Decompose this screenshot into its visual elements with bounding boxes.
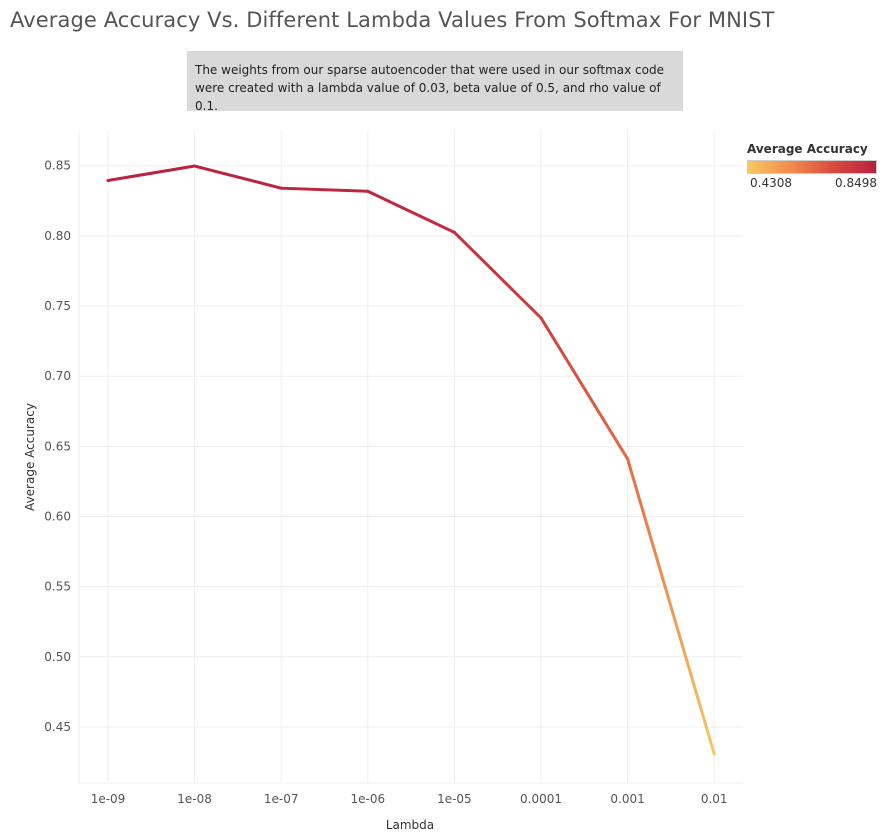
axis-layer: 0.45 0.50 0.55 0.60 0.65 0.70 0.75 0.80 0.85 1e-0… <box>44 130 743 806</box>
y-axis-label: Average Accuracy <box>23 403 37 511</box>
series-line <box>106 164 716 756</box>
y-tick-label: 0.75 <box>44 299 71 313</box>
y-tick-label: 0.60 <box>44 509 71 523</box>
line-segment <box>366 189 456 234</box>
line-segment <box>539 316 630 461</box>
x-tick-label: 1e-06 <box>350 792 385 806</box>
data-point[interactable] <box>712 752 716 756</box>
line-segment <box>193 164 283 190</box>
y-tick-label: 0.55 <box>44 580 71 594</box>
y-tick-label: 0.80 <box>44 229 71 243</box>
color-legend: Average Accuracy 0.4308 0.8498 <box>747 142 882 192</box>
data-point[interactable] <box>279 186 283 190</box>
caption-box: The weights from our sparse autoencoder … <box>187 51 683 113</box>
line-segment <box>106 164 197 182</box>
y-tick-label: 0.65 <box>44 439 71 453</box>
data-point[interactable] <box>626 457 630 461</box>
x-tick-label: 1e-08 <box>177 792 212 806</box>
y-tick-label: 0.45 <box>44 720 71 734</box>
legend-min-label: 0.4308 <box>750 176 792 190</box>
y-tick-label: 0.85 <box>44 159 71 173</box>
line-segment <box>452 230 543 320</box>
x-tick-label: 1e-07 <box>264 792 299 806</box>
x-tick-label: 1e-09 <box>91 792 126 806</box>
legend-gradient-bar <box>747 160 877 174</box>
data-point[interactable] <box>539 316 543 320</box>
legend-max-label: 0.8498 <box>835 176 877 190</box>
y-tick-label: 0.50 <box>44 650 71 664</box>
line-segment <box>626 457 716 756</box>
grid-layer <box>79 130 743 783</box>
data-point[interactable] <box>452 230 456 234</box>
data-point[interactable] <box>366 189 370 193</box>
data-point[interactable] <box>193 164 197 168</box>
data-point[interactable] <box>106 178 110 182</box>
x-tick-label: 0.01 <box>701 792 728 806</box>
x-tick-label: 0.0001 <box>520 792 562 806</box>
y-tick-label: 0.70 <box>44 369 71 383</box>
legend-title: Average Accuracy <box>747 142 868 156</box>
x-axis-label: Lambda <box>386 818 434 832</box>
x-tick-label: 0.001 <box>610 792 644 806</box>
line-segment <box>279 186 370 193</box>
x-tick-label: 1e-05 <box>437 792 472 806</box>
chart-title: Average Accuracy Vs. Different Lambda Va… <box>10 8 775 32</box>
